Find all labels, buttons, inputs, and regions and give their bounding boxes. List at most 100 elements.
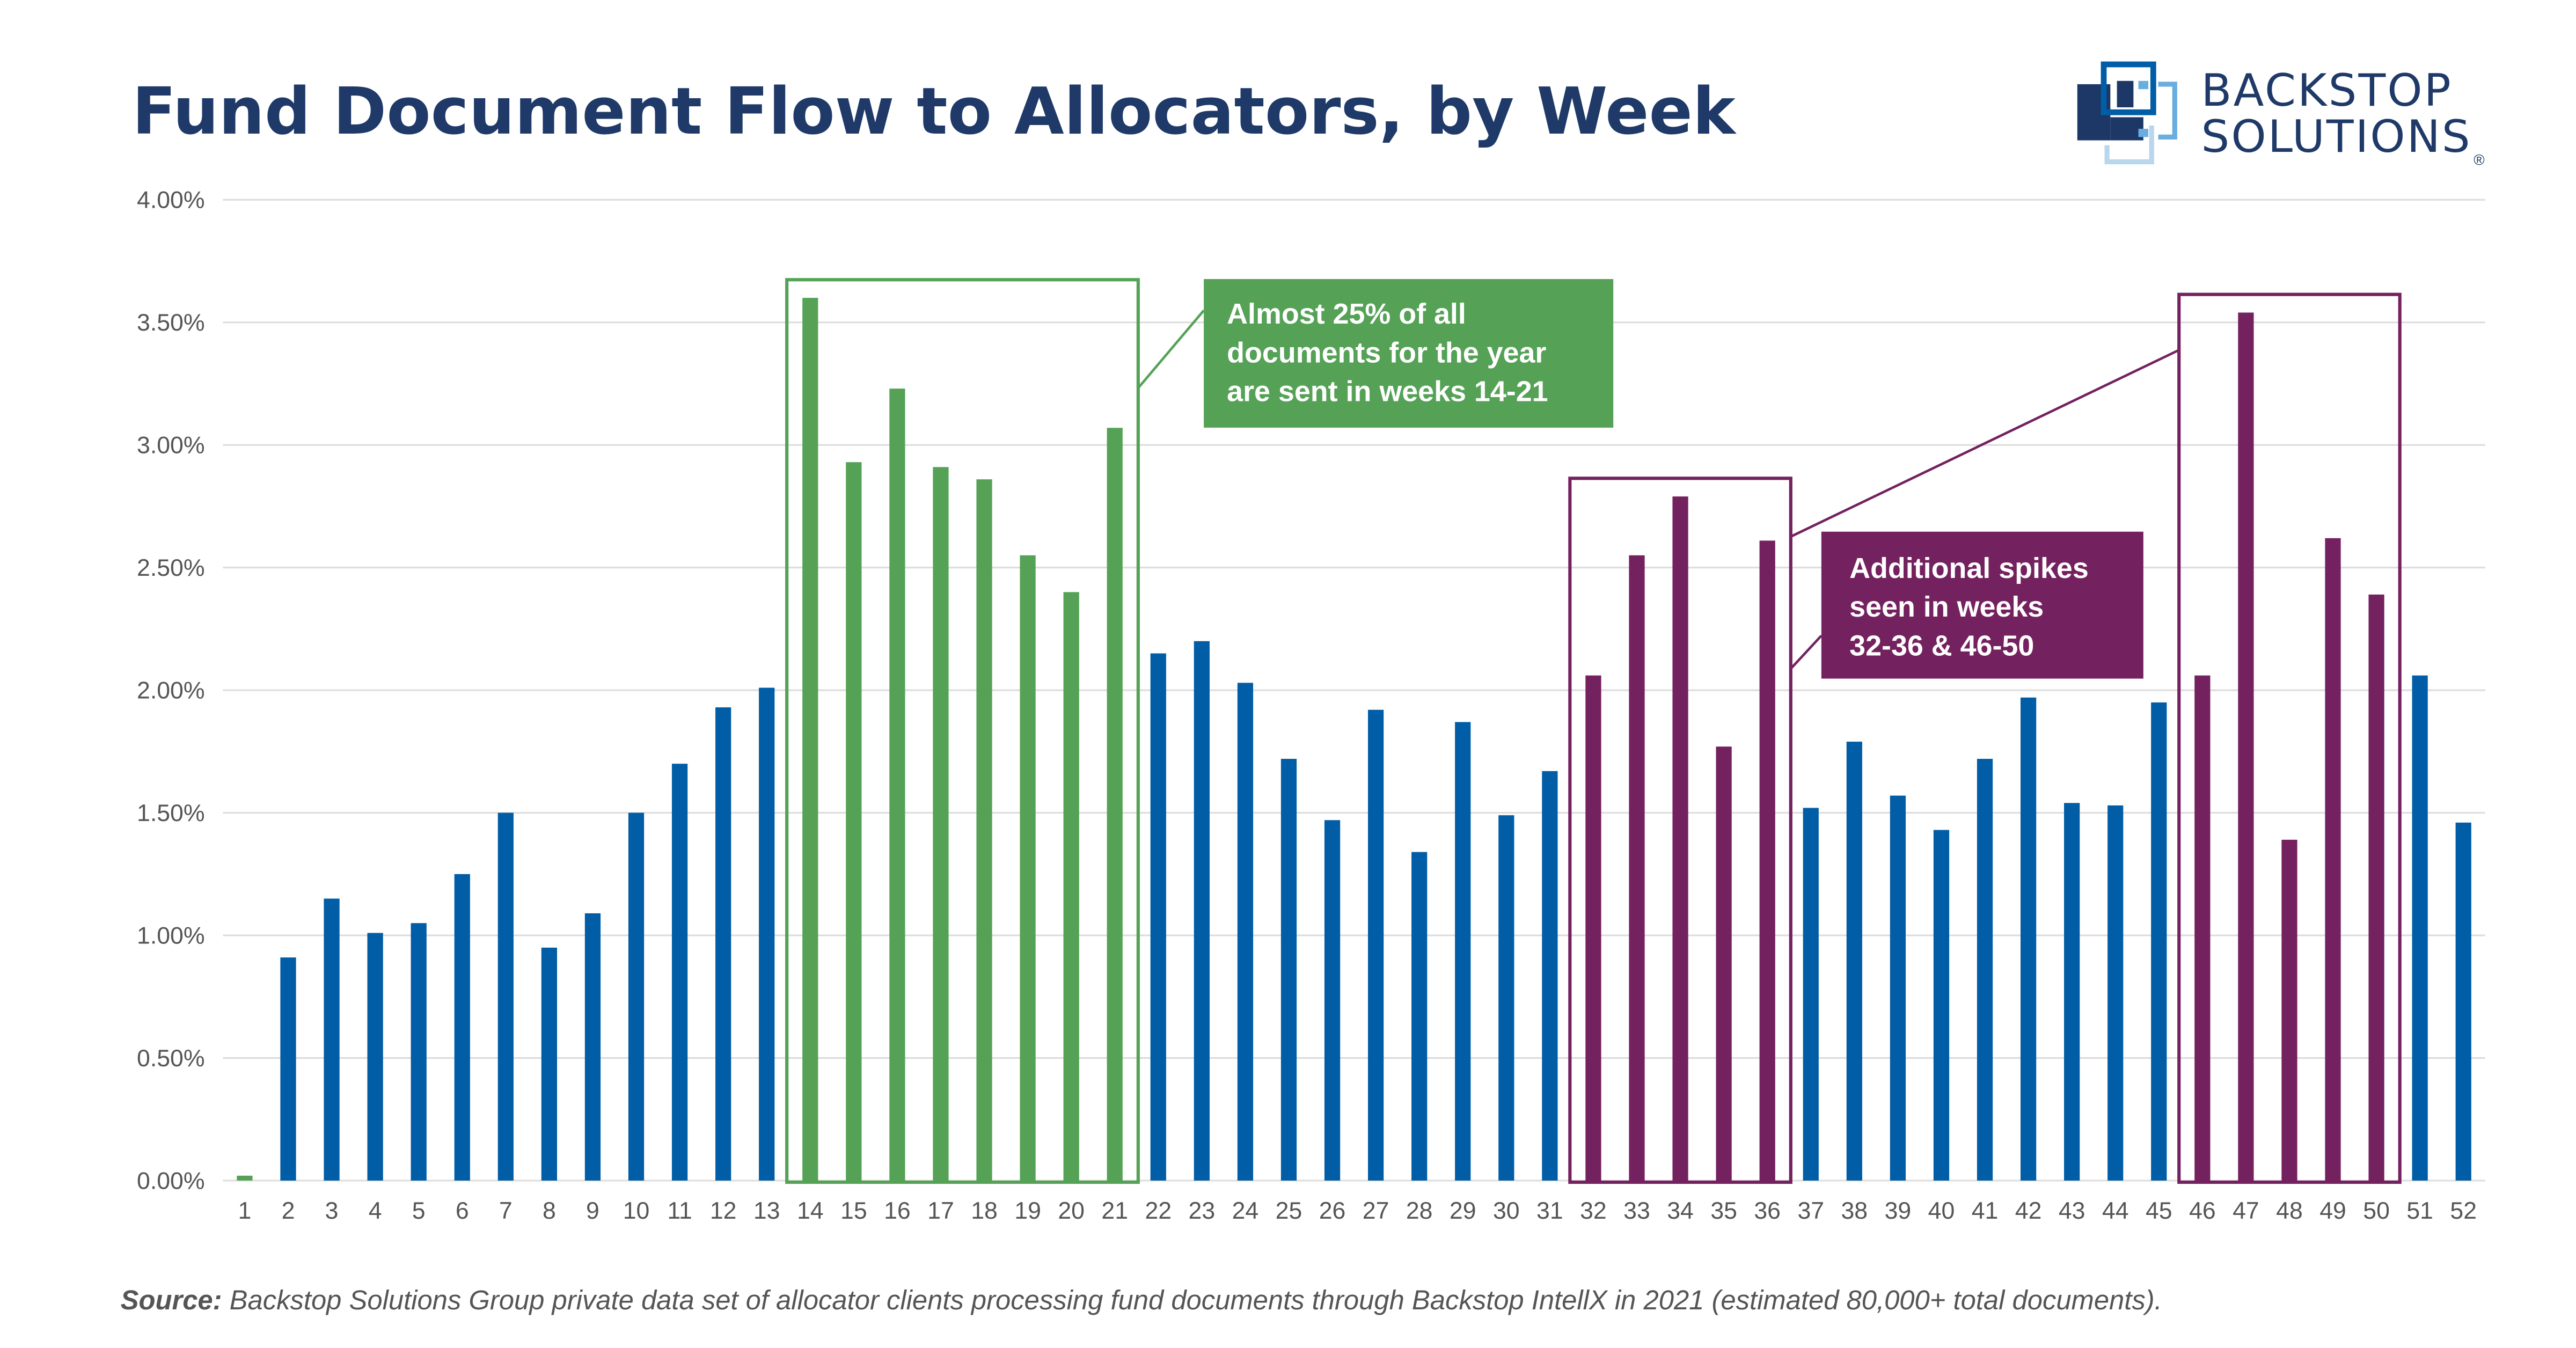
x-tick-label: 21 [1101,1198,1128,1224]
bar-week-11 [671,764,688,1181]
bar-week-47 [2238,312,2254,1181]
x-tick-label: 42 [2015,1198,2042,1224]
callout-connector [1137,309,1205,389]
x-tick-label: 30 [1493,1198,1520,1224]
bar-week-20 [1063,592,1079,1181]
x-tick-label: 14 [797,1198,824,1224]
x-tick-label: 28 [1406,1198,1433,1224]
x-tick-label: 34 [1667,1198,1694,1224]
highlight-box-weeks-32-36 [1568,477,1792,1184]
x-tick-label: 45 [2146,1198,2172,1224]
x-tick-label: 16 [884,1198,911,1224]
bar-week-50 [2368,594,2384,1181]
bar-week-8 [541,947,557,1181]
bar-week-51 [2412,675,2428,1181]
x-tick-label: 5 [412,1198,426,1224]
bars [237,298,2471,1181]
x-tick-label: 4 [369,1198,382,1224]
bar-week-6 [454,874,470,1181]
bar-week-42 [2020,697,2037,1181]
bar-week-45 [2151,702,2167,1181]
bar-week-27 [1367,709,1384,1181]
x-tick-label: 44 [2102,1198,2129,1224]
bar-week-32 [1585,675,1601,1181]
x-tick-label: 11 [667,1198,692,1224]
source-text: Backstop Solutions Group private data se… [222,1285,2162,1315]
source-label: Source: [121,1285,222,1315]
x-tick-label: 27 [1363,1198,1389,1224]
x-tick-label: 38 [1841,1198,1868,1224]
bar-week-30 [1498,815,1514,1181]
x-tick-label: 29 [1450,1198,1476,1224]
y-tick-label: 0.00% [137,1168,205,1194]
x-tick-label: 6 [456,1198,469,1224]
x-tick-label: 8 [543,1198,556,1224]
x-tick-label: 13 [753,1198,780,1224]
bar-week-44 [2107,805,2124,1181]
bar-week-40 [1933,830,1950,1181]
logo-text-backstop: BACKSTOP [2201,64,2453,116]
x-axis-ticks: 1 2 3 4 5 6 7 8 9 10 11 12 13 14 15 16 17 18 19 20 21 22 23 24 2… [238,1198,2477,1224]
y-tick-label: 3.00% [137,433,205,459]
y-tick-label: 3.50% [137,310,205,336]
bar-week-46 [2194,675,2211,1181]
bar-week-17 [933,467,949,1181]
bar-week-2 [280,957,296,1181]
x-tick-label: 31 [1536,1198,1563,1224]
x-tick-label: 3 [325,1198,339,1224]
y-tick-label: 2.00% [137,678,205,704]
x-tick-label: 41 [1972,1198,1999,1224]
callout-text: 32-36 & 46-50 [1849,630,2034,662]
x-tick-label: 20 [1058,1198,1085,1224]
bar-week-18 [976,479,992,1181]
y-tick-label: 1.00% [137,922,205,949]
callout-text: Almost 25% of all [1227,298,1466,330]
bar-week-33 [1629,555,1645,1181]
chart-title: Fund Document Flow to Allocators, by Wee… [132,75,1737,149]
bar-week-35 [1716,746,1732,1181]
x-tick-label: 25 [1276,1198,1302,1224]
x-tick-label: 19 [1014,1198,1041,1224]
x-tick-label: 7 [499,1198,513,1224]
bar-week-16 [889,389,905,1181]
callout-text: are sent in weeks 14-21 [1227,376,1548,408]
bar-week-5 [411,923,427,1181]
bar-week-26 [1324,820,1341,1181]
bar-week-19 [1020,555,1036,1181]
backstop-logo: BACKSTOP SOLUTIONS ® [2077,61,2485,169]
x-tick-label: 36 [1754,1198,1781,1224]
bar-week-21 [1107,428,1123,1181]
callout-text: Additional spikes [1849,552,2089,584]
bar-week-38 [1846,742,1862,1181]
x-tick-label: 46 [2189,1198,2216,1224]
x-tick-label: 33 [1623,1198,1650,1224]
callout-text: seen in weeks [1849,591,2044,623]
callout-connector [1790,635,1823,670]
callout-connector [1790,349,2180,538]
bar-week-13 [759,687,775,1181]
highlight-box-weeks-14-21 [785,278,1140,1184]
bar-week-43 [2064,803,2080,1181]
x-tick-label: 32 [1580,1198,1607,1224]
x-tick-label: 1 [238,1198,252,1224]
annotations: Almost 25% of all documents for the year a… [785,278,2402,1184]
bar-week-28 [1411,852,1428,1181]
x-tick-label: 47 [2233,1198,2259,1224]
bar-week-49 [2325,538,2341,1181]
bar-week-39 [1890,795,1906,1181]
bar-week-4 [367,933,383,1181]
registered-mark: ® [2473,152,2484,169]
x-tick-label: 12 [710,1198,737,1224]
bar-week-3 [324,898,340,1181]
bar-week-22 [1150,653,1166,1181]
x-tick-label: 39 [1885,1198,1912,1224]
x-tick-label: 22 [1145,1198,1172,1224]
bar-week-31 [1542,771,1558,1181]
bar-week-36 [1759,540,1775,1181]
x-tick-label: 43 [2059,1198,2085,1224]
callout-text: documents for the year [1227,336,1546,369]
bar-week-12 [715,707,731,1181]
x-tick-label: 52 [2450,1198,2477,1224]
y-tick-label: 2.50% [137,555,205,581]
